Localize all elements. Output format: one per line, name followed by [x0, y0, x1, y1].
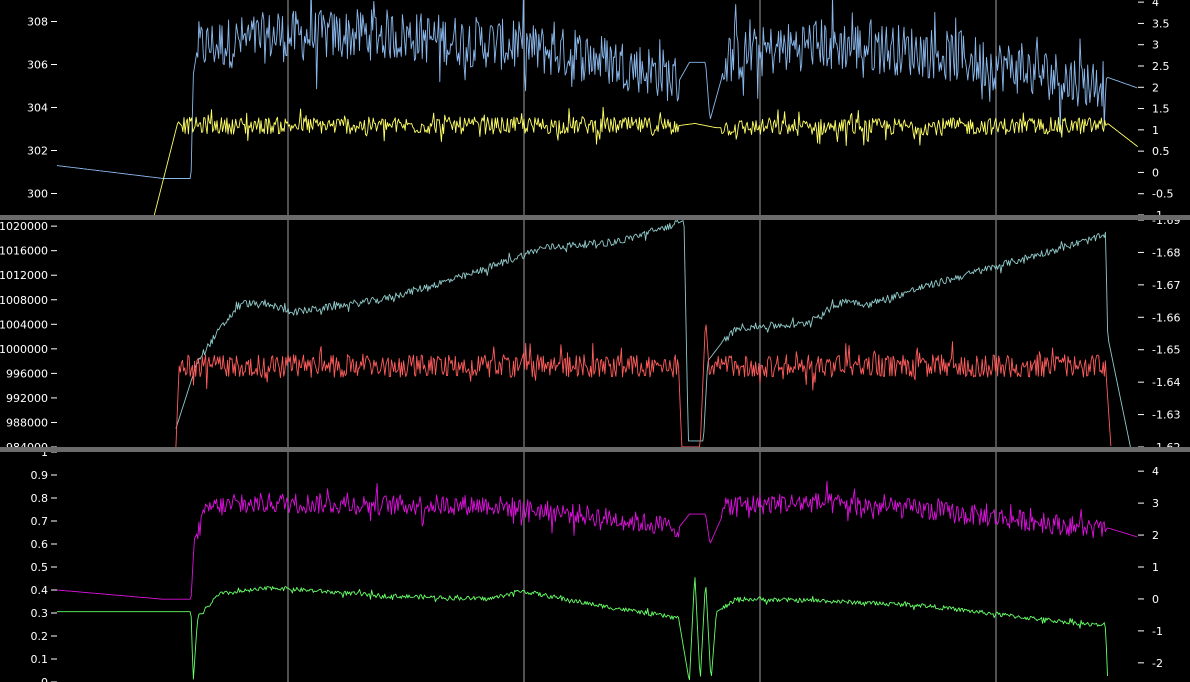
y-left-tick-label: 1012000 [0, 269, 48, 282]
y-right-tick-label: 2.5 [1152, 60, 1170, 73]
y-left-tick-label: 0.9 [31, 469, 49, 482]
y-right-tick-label: -2 [1152, 657, 1163, 670]
y-left-tick-label: 0 [41, 676, 48, 682]
y-left-tick-label: 988000 [6, 416, 48, 429]
y-left-tick-label: 0.8 [31, 492, 49, 505]
y-right-tick-label: 4 [1152, 0, 1159, 9]
y-right-tick-label: -1.65 [1152, 344, 1180, 357]
separators-layer [0, 215, 1190, 452]
y-left-tick-label: 996000 [6, 367, 48, 380]
y-left-tick-label: 992000 [6, 392, 48, 405]
y-left-tick-label: 0.6 [31, 538, 49, 551]
grid-lines [287, 452, 997, 682]
series-line-bottom-right [57, 577, 1108, 681]
y-right-tick-label: 4 [1152, 465, 1159, 478]
y-right-tick-label: -0.5 [1152, 188, 1173, 201]
y-left-tick-label: 1 [41, 446, 48, 459]
y-left-tick-label: 1020000 [0, 220, 48, 233]
y-axis-right: -1.62-1.63-1.64-1.65-1.66-1.67-1.68-1.69 [1138, 214, 1180, 454]
y-right-tick-label: -1.63 [1152, 409, 1180, 422]
y-left-tick-label: 0.4 [31, 584, 49, 597]
y-left-tick-label: 308 [27, 16, 48, 29]
y-left-tick-label: 0.7 [31, 515, 49, 528]
y-right-tick-label: 2 [1152, 529, 1159, 542]
y-left-tick-label: 0.5 [31, 561, 49, 574]
y-right-tick-label: 3 [1152, 497, 1159, 510]
y-axis-right: -2 -1 0 1 2 3 4 [1138, 465, 1163, 670]
grid-lines [287, 0, 997, 215]
series-group [56, 0, 1138, 215]
y-left-tick-label: 0.1 [31, 653, 49, 666]
y-left-tick-label: 302 [27, 145, 48, 158]
chart-panel-bottom: 0 0.1 0.2 0.3 0.4 0.5 0.6 0.7 0.8 0.9 1 -2 -1 0 1 2 3 4 [31, 446, 1163, 682]
y-right-tick-label: 1 [1152, 124, 1159, 137]
y-left-tick-label: 306 [27, 59, 48, 72]
y-right-tick-label: 0 [1152, 593, 1159, 606]
y-right-tick-label: -1.68 [1152, 246, 1180, 259]
panel-separator-1[interactable] [0, 215, 1190, 220]
panel-separator-2[interactable] [0, 447, 1190, 452]
y-left-tick-label: 0.2 [31, 630, 49, 643]
y-left-tick-label: 300 [27, 188, 48, 201]
y-left-tick-label: 1008000 [0, 294, 48, 307]
y-right-tick-label: -1.67 [1152, 279, 1180, 292]
series-line-top-right [153, 106, 1138, 215]
series-group [56, 480, 1138, 681]
y-right-tick-label: -1 [1152, 625, 1163, 638]
y-right-tick-label: 3.5 [1152, 17, 1170, 30]
y-axis-right: -1-0.500.511.522.533.54 [1138, 0, 1173, 222]
series-line-top-left [56, 0, 1138, 179]
series-group [175, 220, 1131, 447]
y-left-tick-label: 0.3 [31, 607, 49, 620]
y-axis-left: 9840009880009920009960001000000100400010… [0, 220, 57, 454]
series-line-bottom-left [56, 480, 1138, 600]
y-right-tick-label: 0 [1152, 166, 1159, 179]
chart-panel-middle: 9840009880009920009960001000000100400010… [0, 214, 1180, 454]
y-right-tick-label: 1 [1152, 561, 1159, 574]
y-right-tick-label: 0.5 [1152, 145, 1170, 158]
y-right-tick-label: -1.66 [1152, 311, 1180, 324]
y-axis-left: 300 302 304 306 308 [27, 16, 57, 201]
y-right-tick-label: 1.5 [1152, 103, 1170, 116]
series-line-middle-right [175, 324, 1112, 447]
series-line-middle-left [175, 220, 1131, 447]
y-left-tick-label: 1004000 [0, 318, 48, 331]
y-left-tick-label: 1016000 [0, 245, 48, 258]
y-axis-left: 0 0.1 0.2 0.3 0.4 0.5 0.6 0.7 0.8 0.9 1 [31, 446, 57, 682]
y-right-tick-label: 2 [1152, 81, 1159, 94]
y-right-tick-label: 3 [1152, 39, 1159, 52]
y-left-tick-label: 1000000 [0, 343, 48, 356]
y-right-tick-label: -1.64 [1152, 376, 1180, 389]
grid-lines [287, 220, 997, 447]
y-left-tick-label: 304 [27, 102, 48, 115]
